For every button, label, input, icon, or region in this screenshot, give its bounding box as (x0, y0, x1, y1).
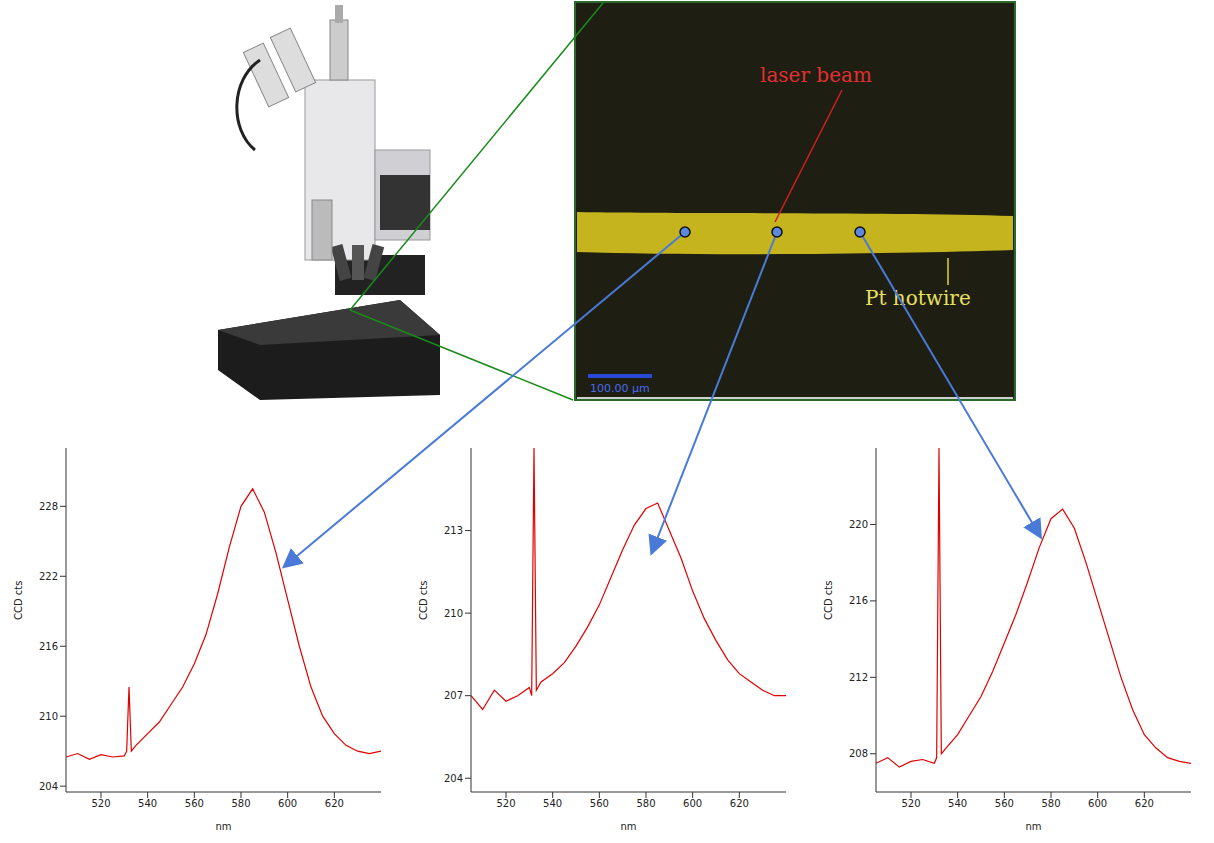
svg-text:210: 210 (444, 608, 463, 619)
svg-text:207: 207 (444, 690, 463, 701)
svg-text:laser beam: laser beam (760, 63, 872, 87)
svg-text:228: 228 (39, 501, 58, 512)
svg-text:213: 213 (444, 525, 463, 536)
svg-text:210: 210 (39, 711, 58, 722)
svg-text:nm: nm (1025, 821, 1041, 832)
svg-text:520: 520 (901, 798, 920, 809)
svg-text:220: 220 (849, 519, 868, 530)
svg-text:216: 216 (39, 641, 58, 652)
svg-text:580: 580 (231, 798, 250, 809)
svg-text:204: 204 (39, 781, 58, 792)
svg-text:216: 216 (849, 595, 868, 606)
svg-text:600: 600 (1088, 798, 1107, 809)
svg-text:CCD cts: CCD cts (418, 581, 429, 620)
svg-text:540: 540 (138, 798, 157, 809)
svg-text:600: 600 (278, 798, 297, 809)
svg-text:560: 560 (185, 798, 204, 809)
svg-text:580: 580 (636, 798, 655, 809)
svg-text:222: 222 (39, 571, 58, 582)
svg-text:620: 620 (730, 798, 749, 809)
svg-text:nm: nm (620, 821, 636, 832)
svg-text:540: 540 (948, 798, 967, 809)
svg-text:208: 208 (849, 748, 868, 759)
svg-text:580: 580 (1041, 798, 1060, 809)
svg-text:nm: nm (215, 821, 231, 832)
svg-text:100.00 µm: 100.00 µm (590, 382, 650, 395)
svg-text:540: 540 (543, 798, 562, 809)
svg-text:Pt hotwire: Pt hotwire (865, 286, 971, 310)
svg-text:204: 204 (444, 773, 463, 784)
svg-text:600: 600 (683, 798, 702, 809)
svg-text:520: 520 (91, 798, 110, 809)
svg-text:CCD cts: CCD cts (823, 581, 834, 620)
svg-text:CCD cts: CCD cts (13, 581, 24, 620)
svg-text:560: 560 (995, 798, 1014, 809)
svg-text:620: 620 (1135, 798, 1154, 809)
svg-text:620: 620 (325, 798, 344, 809)
svg-text:560: 560 (590, 798, 609, 809)
svg-text:212: 212 (849, 672, 868, 683)
svg-text:520: 520 (496, 798, 515, 809)
